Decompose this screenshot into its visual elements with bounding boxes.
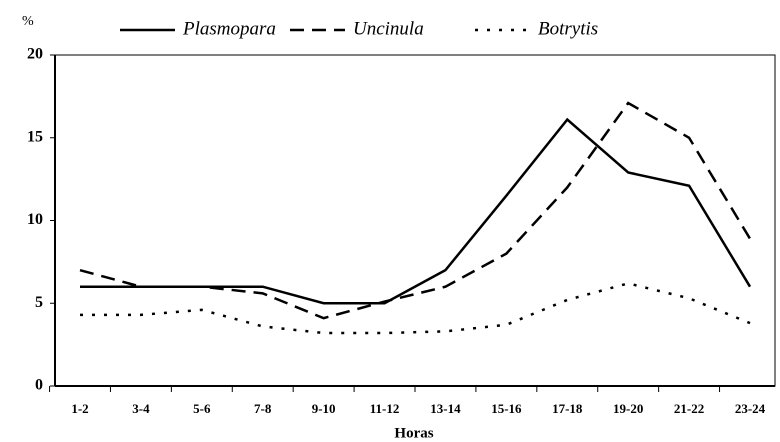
- x-tick-label: 9-10: [312, 401, 336, 416]
- legend-label: Plasmopara: [182, 18, 276, 39]
- y-axis-label: %: [22, 14, 34, 29]
- x-tick-label: 13-14: [430, 401, 461, 416]
- x-tick-label: 21-22: [674, 401, 704, 416]
- y-tick-label: 20: [27, 46, 43, 63]
- plot-frame: [54, 54, 776, 387]
- series-line: [80, 282, 751, 335]
- x-tick-label: 23-24: [735, 401, 766, 416]
- x-tick-label: 17-18: [552, 401, 583, 416]
- x-tick-label: 19-20: [613, 401, 643, 416]
- x-tick-label: 7-8: [254, 401, 272, 416]
- x-tick-label: 5-6: [193, 401, 211, 416]
- x-tick-label: 3-4: [132, 401, 150, 416]
- x-tick-label: 11-12: [370, 401, 400, 416]
- legend-label: Botrytis: [538, 18, 598, 39]
- series-line: [80, 117, 752, 305]
- x-tick-label: 1-2: [71, 401, 88, 416]
- x-tick-label: 15-16: [491, 401, 522, 416]
- x-axis-label: Horas: [394, 425, 433, 441]
- series-line: [79, 101, 752, 320]
- legend-label: Uncinula: [353, 18, 424, 39]
- y-tick-label: 15: [27, 128, 43, 145]
- y-tick-label: 5: [35, 294, 43, 311]
- y-tick-label: 10: [27, 211, 43, 228]
- y-tick-label: 0: [35, 377, 43, 394]
